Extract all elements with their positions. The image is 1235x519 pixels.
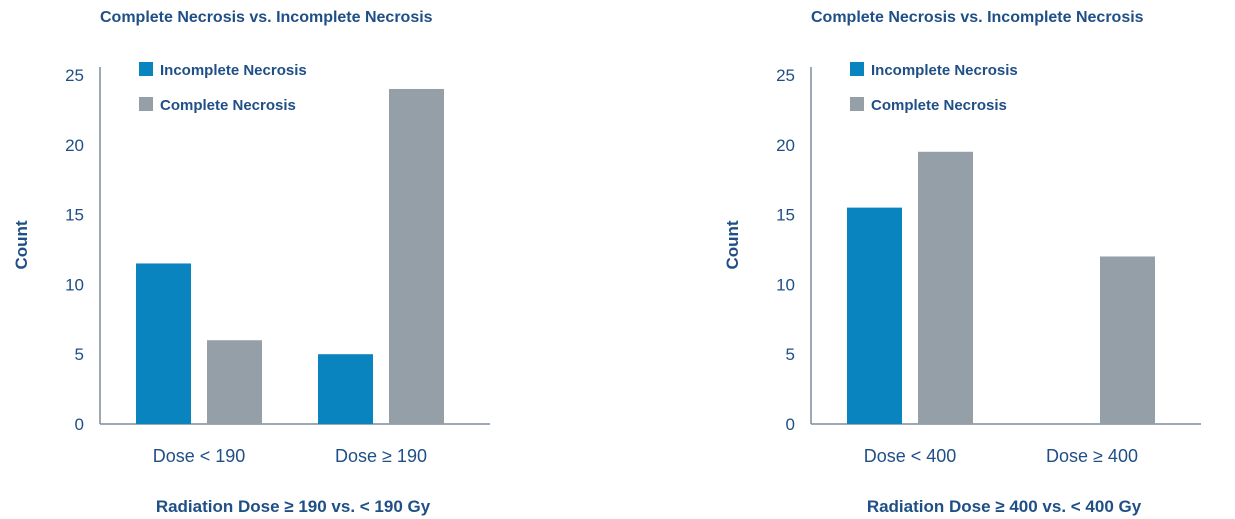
chart-right: Complete Necrosis vs. Incomplete Necrosi… [711, 0, 1235, 519]
x-tick-label: Dose < 400 [864, 446, 957, 466]
chart-title: Complete Necrosis vs. Incomplete Necrosi… [100, 9, 433, 26]
bar [389, 88, 444, 425]
y-tick-label: 20 [65, 136, 84, 155]
y-axis-label: Count [723, 220, 742, 269]
bar [1100, 256, 1155, 424]
chart-left-svg: Complete Necrosis vs. Incomplete Necrosi… [12, 9, 490, 516]
legend-swatch [139, 62, 153, 76]
legend-label: Complete Necrosis [871, 97, 1007, 114]
legend-swatch [139, 97, 153, 111]
y-tick-label: 0 [75, 415, 84, 434]
bar [207, 340, 262, 424]
y-axis-label: Count [12, 220, 31, 269]
y-tick-label: 0 [786, 415, 795, 434]
bar [918, 151, 973, 424]
bar [847, 207, 902, 424]
x-axis-label: Radiation Dose ≥ 400 vs. < 400 Gy [867, 497, 1142, 516]
y-tick-label: 15 [776, 206, 795, 225]
y-tick-label: 25 [65, 66, 84, 85]
y-tick-label: 5 [786, 345, 795, 364]
bar [318, 354, 373, 424]
legend-swatch [850, 97, 864, 111]
y-tick-label: 10 [776, 275, 795, 294]
y-tick-label: 5 [75, 345, 84, 364]
x-tick-label: Dose ≥ 400 [1046, 446, 1138, 466]
x-tick-label: Dose ≥ 190 [335, 446, 427, 466]
y-tick-label: 25 [776, 66, 795, 85]
x-axis-label: Radiation Dose ≥ 190 vs. < 190 Gy [156, 497, 431, 516]
legend-label: Incomplete Necrosis [160, 62, 307, 79]
chart-title: Complete Necrosis vs. Incomplete Necrosi… [811, 9, 1144, 26]
bar [136, 263, 191, 424]
y-tick-label: 10 [65, 275, 84, 294]
chart-right-svg: Complete Necrosis vs. Incomplete Necrosi… [723, 9, 1201, 516]
legend-label: Complete Necrosis [160, 97, 296, 114]
y-tick-label: 20 [776, 136, 795, 155]
legend-swatch [850, 62, 864, 76]
y-tick-label: 15 [65, 206, 84, 225]
plot-area: 0 5 10 15 20 25 Dose < 400 Dose ≥ 400 Incomplete… [776, 62, 1201, 466]
legend-label: Incomplete Necrosis [871, 62, 1018, 79]
chart-left: Complete Necrosis vs. Incomplete Necrosi… [0, 0, 617, 519]
x-tick-label: Dose < 190 [153, 446, 246, 466]
plot-area: 0 5 10 15 20 25 Dose < 190 Dose ≥ 190 Incomplete… [65, 62, 490, 466]
